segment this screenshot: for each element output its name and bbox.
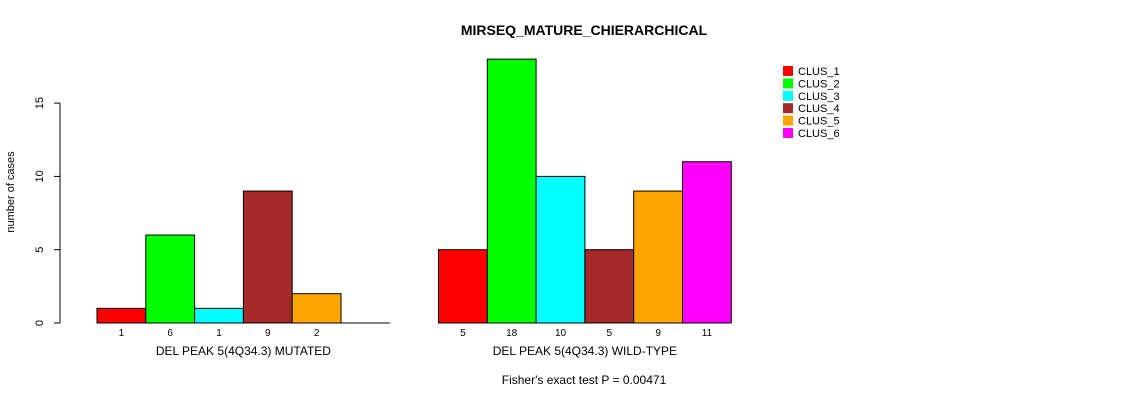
bar-clus-5: [633, 190, 684, 324]
y-axis-label: number of cases: [5, 151, 17, 233]
bar-count-label: 5: [607, 328, 613, 339]
fisher-test-footnote: Fisher's exact test P = 0.00471: [502, 373, 667, 387]
bar-count-label: 5: [460, 328, 466, 339]
group-label: DEL PEAK 5(4Q34.3) MUTATED: [156, 344, 331, 358]
bar-count-label: 11: [702, 328, 713, 339]
legend-swatch: [783, 128, 793, 138]
chart-title: MIRSEQ_MATURE_CHIERARCHICAL: [461, 22, 708, 38]
bar-count-label: 6: [167, 328, 173, 339]
bar-count-label: 10: [555, 328, 567, 339]
bar-count-label: 1: [216, 328, 222, 339]
legend-label: CLUS_4: [798, 103, 840, 115]
bar-clus-3: [194, 307, 244, 324]
bar-clus-2: [486, 58, 537, 324]
bar-clus-5: [291, 293, 342, 324]
bar-clus-4: [584, 249, 635, 324]
y-tick-label: 15: [34, 97, 46, 109]
legend-label: CLUS_2: [798, 78, 840, 90]
bar-clus-1: [438, 249, 488, 324]
bar-count-label: 2: [314, 328, 320, 339]
bar-clus-3: [535, 175, 586, 324]
bar-count-label: 18: [506, 328, 518, 339]
bar-clus-2: [145, 234, 196, 324]
legend-label: CLUS_5: [798, 116, 840, 128]
legend-label: CLUS_3: [798, 91, 840, 103]
legend-swatch: [783, 78, 793, 89]
legend-swatch: [783, 90, 793, 101]
bar-count-label: 1: [119, 328, 125, 339]
legend-label: CLUS_1: [798, 66, 840, 78]
bars-group: 1 6 1 9 2 DEL PEAK 5(4Q34.3) MUTATED 5 18 10 5 9 11…: [96, 58, 732, 358]
bar-clus-4: [242, 190, 293, 324]
y-tick-label: 0: [34, 320, 46, 326]
legend-label: CLUS_6: [798, 128, 840, 140]
bar-count-label: 9: [655, 328, 661, 339]
legend-swatch: [783, 66, 793, 76]
bar-clus-1: [96, 307, 147, 324]
legend-swatch: [783, 115, 793, 126]
y-tick-label: 5: [34, 247, 46, 253]
y-axis: 0 5 10 15: [34, 97, 61, 326]
bar-clus-6: [682, 161, 732, 324]
bar-count-label: 9: [265, 328, 271, 339]
legend-swatch: [783, 103, 793, 114]
group-label: DEL PEAK 5(4Q34.3) WILD-TYPE: [493, 344, 677, 358]
y-tick-label: 10: [34, 170, 46, 182]
